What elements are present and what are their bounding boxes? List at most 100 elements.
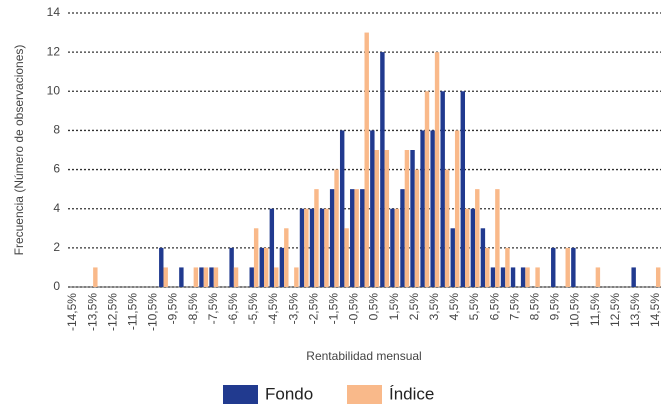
x-tick-label: -0,5%: [347, 293, 361, 325]
bar: [179, 267, 184, 287]
bar: [314, 189, 319, 287]
bar: [334, 169, 339, 287]
x-tick-label: 2,5%: [407, 293, 421, 321]
bar: [294, 267, 299, 287]
bar: [470, 208, 476, 287]
x-tick-label: -12,5%: [105, 293, 119, 331]
y-tick-label: 4: [53, 201, 60, 215]
bar: [284, 228, 289, 287]
bar: [344, 228, 349, 287]
bar: [480, 228, 486, 287]
bar: [93, 267, 98, 287]
y-tick-label: 12: [47, 44, 61, 58]
bar: [490, 267, 496, 287]
bar: [384, 150, 390, 287]
x-tick-label: -7,5%: [206, 293, 220, 325]
x-tick-label: -6,5%: [226, 293, 240, 325]
y-tick-label: 8: [53, 123, 60, 137]
bar: [229, 247, 234, 287]
bar: [390, 208, 395, 287]
bar: [159, 247, 164, 287]
bar: [500, 267, 506, 287]
x-tick-label: -3,5%: [286, 293, 300, 325]
bar: [444, 169, 450, 287]
bar: [495, 189, 500, 287]
x-tick-label: 9,5%: [548, 293, 562, 321]
x-tick-label: 0,5%: [367, 293, 381, 321]
x-tick-label: -10,5%: [146, 293, 160, 331]
y-tick-label: 6: [53, 162, 60, 176]
bar: [269, 208, 275, 287]
bar: [525, 267, 530, 287]
bar: [213, 267, 219, 287]
x-tick-label: -14,5%: [65, 293, 79, 331]
bar: [304, 208, 309, 287]
bar: [324, 208, 329, 287]
bar: [430, 130, 435, 287]
x-tick-label: 7,5%: [507, 293, 521, 321]
bar: [505, 247, 510, 287]
legend-swatch: [347, 385, 382, 404]
bar: [203, 267, 209, 287]
bar: [535, 267, 540, 287]
x-tick-label: -1,5%: [327, 293, 341, 325]
x-tick-label: -13,5%: [85, 293, 99, 331]
bar: [595, 267, 601, 287]
bar: [460, 91, 466, 288]
x-tick-label: 14,5%: [648, 293, 662, 327]
bar: [454, 130, 460, 287]
bar: [370, 130, 375, 287]
x-tick-label: -11,5%: [126, 293, 140, 330]
bar: [329, 189, 335, 287]
bar: [199, 267, 204, 287]
bar: [510, 267, 516, 287]
bar: [364, 32, 369, 288]
x-tick-label: 3,5%: [427, 293, 441, 321]
legend-label: Fondo: [265, 384, 313, 403]
bar: [410, 150, 415, 287]
x-tick-label: 11,5%: [588, 293, 602, 326]
legend-swatch: [223, 385, 258, 404]
bar: [520, 267, 526, 287]
bar: [485, 247, 490, 287]
bar: [309, 208, 315, 287]
bar: [374, 150, 379, 287]
bar: [380, 52, 385, 288]
bar: [274, 267, 279, 287]
bar: [424, 91, 430, 288]
x-tick-label: 5,5%: [467, 293, 481, 321]
x-tick-label: -4,5%: [266, 293, 280, 325]
bar: [209, 267, 214, 287]
bar: [434, 52, 440, 288]
x-tick-label: 10,5%: [568, 293, 582, 327]
bar: [263, 247, 269, 287]
bar: [163, 267, 168, 287]
y-tick-label: 2: [53, 240, 60, 254]
bar: [249, 267, 254, 287]
bar: [450, 228, 455, 287]
bar: [193, 267, 199, 287]
x-tick-label: 4,5%: [447, 293, 461, 321]
x-tick-label: -2,5%: [306, 293, 320, 325]
x-tick-label: -9,5%: [166, 293, 180, 325]
y-tick-label: 10: [47, 83, 61, 97]
bar: [339, 130, 345, 287]
x-tick-label: -8,5%: [186, 293, 200, 325]
x-tick-label: 12,5%: [608, 293, 622, 327]
x-tick-label: 8,5%: [528, 293, 542, 321]
bar: [571, 247, 576, 287]
bar: [420, 130, 425, 287]
x-tick-label: 1,5%: [387, 293, 401, 321]
bar: [400, 189, 405, 287]
bar: [655, 267, 661, 287]
bar: [253, 228, 259, 287]
bar: [350, 189, 355, 287]
x-tick-label: 13,5%: [628, 293, 642, 327]
y-tick-label: 14: [47, 5, 61, 19]
bar: [299, 208, 305, 287]
bar: [465, 208, 470, 287]
x-tick-label: -5,5%: [246, 293, 260, 325]
y-axis-title: Frecuencia (Número de observaciones): [12, 45, 26, 256]
bar: [233, 267, 239, 287]
bar: [440, 91, 445, 288]
